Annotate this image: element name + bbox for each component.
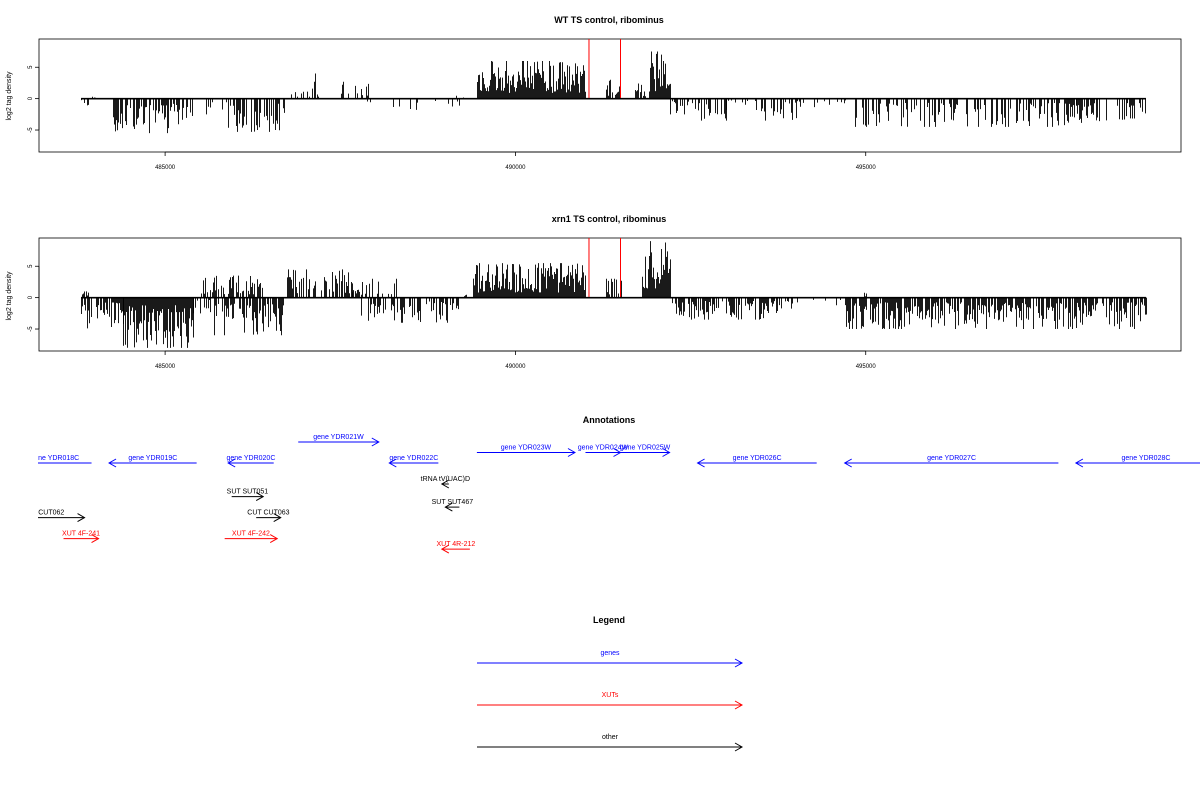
feature-arrow	[620, 448, 671, 457]
feature-label: gene YDR026C	[733, 455, 782, 462]
feature-label: gene YDR027C	[927, 455, 976, 462]
y-tick-label-wt: -5	[28, 127, 34, 133]
feature-label: XUT 4F-242	[232, 531, 270, 538]
feature-label: gene YDR023W	[501, 445, 552, 452]
feature-label: CUT062	[38, 510, 64, 517]
feature-arrow	[38, 513, 86, 523]
feature-arrow	[231, 492, 265, 502]
red-marker-layer-wt	[588, 39, 622, 99]
y-tick-label-wt: 5	[28, 65, 34, 69]
track-panel-wt: WT TS control, ribominus log2 tag densit…	[6, 15, 1182, 171]
feature-arrow	[696, 458, 817, 468]
feature-label: XUT 4F-241	[62, 531, 100, 538]
feature-label: gene YDR024W	[578, 445, 629, 452]
feature-arrow	[63, 534, 100, 544]
feature-label: gene YDR025W	[620, 445, 671, 452]
x-tick-label-wt: 485000	[155, 165, 176, 171]
feature-label: gene YDR018C	[30, 455, 79, 462]
feature-label: XUT 4R-212	[436, 541, 475, 548]
legend-panel: Legend genes XUTs other	[477, 615, 744, 752]
feature-label: tRNA tV(UAC)D	[421, 476, 470, 483]
legend-arrow-xut	[477, 700, 744, 710]
feature-arrow	[444, 502, 460, 512]
bar-layer-wt	[81, 51, 1146, 134]
track-panel-xrn1: xrn1 TS control, ribominus log2 tag dens…	[6, 214, 1182, 370]
axes-wt: -5 0 5 485000 490000 495000	[28, 65, 876, 171]
y-tick-label-xrn1: 5	[28, 264, 34, 268]
x-tick-label-xrn1: 495000	[856, 364, 877, 370]
y-tick-label-wt: 0	[28, 96, 34, 100]
feature-arrow	[476, 448, 576, 457]
legend-label-gene: genes	[600, 650, 620, 657]
y-axis-label-xrn1: log2 tag density	[6, 271, 13, 321]
legend-arrow-gene	[477, 658, 744, 668]
plot-frame-wt	[38, 38, 1182, 153]
feature-arrow	[256, 513, 282, 523]
feature-label: SUT SUT467	[432, 499, 474, 506]
x-tick-label-xrn1: 485000	[155, 364, 176, 370]
feature-arrow	[440, 479, 450, 489]
feature-arrow	[1074, 458, 1200, 468]
x-tick-label-wt: 490000	[505, 165, 526, 171]
legend-arrow-other	[477, 742, 744, 752]
feature-arrow	[388, 458, 439, 468]
feature-label: gene YDR021W	[313, 434, 364, 441]
feature-arrow	[108, 458, 197, 468]
legend-label-other: other	[602, 734, 619, 741]
feature-arrow	[440, 544, 470, 554]
feature-label: gene YDR022C	[389, 455, 438, 462]
feature-arrow	[227, 458, 274, 468]
bar-layer-xrn1	[81, 241, 1147, 348]
track-title-wt: WT TS control, ribominus	[554, 15, 664, 25]
annotations-title: Annotations	[583, 415, 636, 425]
feature-label: gene YDR020C	[226, 455, 275, 462]
feature-arrow	[224, 534, 279, 544]
axes-xrn1: -5 0 5 485000 490000 495000	[28, 264, 876, 370]
feature-label: SUT SUT051	[227, 489, 269, 496]
feature-arrow	[843, 458, 1059, 468]
annotation-features: gene YDR018C gene YDR019C gene YDR020C gene…	[30, 434, 1200, 554]
legend-items: genes XUTs other	[477, 650, 744, 752]
y-tick-label-xrn1: 0	[28, 295, 34, 299]
y-tick-label-xrn1: -5	[28, 326, 34, 332]
x-tick-label-xrn1: 490000	[505, 364, 526, 370]
legend-title: Legend	[593, 615, 625, 625]
feature-arrow	[298, 437, 380, 447]
y-axis-label-wt: log2 tag density	[6, 71, 13, 121]
feature-label: gene YDR019C	[128, 455, 177, 462]
feature-label: CUT CUT063	[247, 510, 289, 517]
track-title-xrn1: xrn1 TS control, ribominus	[552, 214, 667, 224]
x-tick-label-wt: 495000	[856, 165, 877, 171]
legend-label-xut: XUTs	[602, 692, 619, 699]
annotations-panel: Annotations gene YDR018C gene YDR019C gene…	[30, 415, 1200, 554]
feature-arrow	[38, 462, 92, 464]
red-marker-layer-xrn1	[588, 238, 622, 298]
feature-label: gene YDR028C	[1122, 455, 1171, 462]
